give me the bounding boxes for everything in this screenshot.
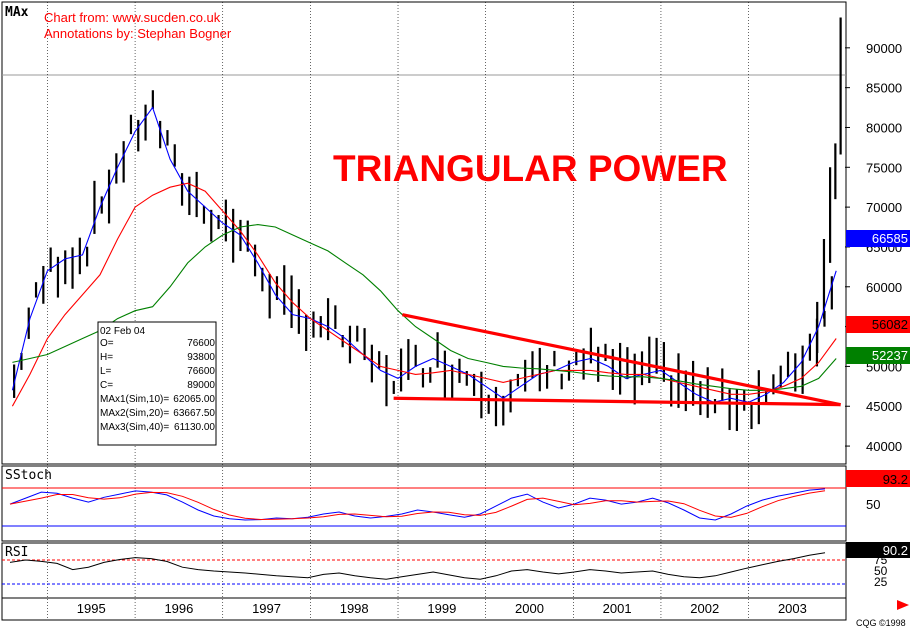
triangle-trendlines — [393, 313, 841, 407]
badge-stoch — [846, 470, 910, 487]
data-window-value: 61130.00 — [174, 422, 215, 433]
badge-ma10 — [846, 230, 910, 247]
rsi-line-path — [9, 552, 826, 580]
rsi-tick-25: 25 — [874, 575, 888, 589]
chart-headline: TRIANGULAR POWER — [333, 148, 728, 189]
price-axis: 4000045000500005500060000650007000075000… — [845, 41, 902, 454]
data-window-label: MAx1(Sim,10)= — [100, 394, 169, 405]
price-bars — [13, 17, 842, 431]
price-tick-label: 40000 — [866, 439, 902, 454]
data-window-label: O= — [100, 338, 114, 349]
year-label: 1995 — [77, 601, 106, 616]
stoch-tick-50: 50 — [866, 497, 880, 512]
stochastic-lines — [2, 487, 846, 527]
annotation-credit: Annotations by: Stephan Bogner — [44, 26, 232, 41]
rsi-label: RSI — [5, 545, 28, 560]
data-window-value: 63667.50 — [173, 408, 215, 419]
data-window-value: 62065.00 — [173, 394, 215, 405]
chart-tag: MAx — [5, 5, 29, 20]
badge-ma40 — [846, 347, 910, 364]
badge-ma10-value: 66585 — [872, 231, 908, 246]
price-tick-label: 70000 — [866, 200, 902, 215]
rsi-line — [2, 552, 846, 585]
badge-ma20-value: 56082 — [872, 317, 908, 332]
source-credit: Chart from: www.sucden.co.uk — [44, 10, 221, 25]
stoch-d-line — [9, 490, 826, 521]
year-label: 2002 — [690, 601, 719, 616]
trendline — [402, 313, 841, 407]
year-label: 2000 — [515, 601, 544, 616]
price-tick-label: 90000 — [866, 41, 902, 56]
year-label: 2001 — [603, 601, 632, 616]
price-tick-label: 80000 — [866, 120, 902, 135]
year-label: 1999 — [427, 601, 456, 616]
year-label: 1997 — [252, 601, 281, 616]
badge-rsi-value: 90.2 — [883, 543, 908, 558]
time-axis — [1, 597, 847, 621]
ma-line — [11, 182, 837, 407]
badge-ma40-value: 52237 — [872, 348, 908, 363]
data-window-value: 76600 — [187, 366, 215, 377]
data-window-label: L= — [100, 366, 112, 377]
moving-averages — [11, 106, 837, 407]
footer-credit: CQG ©1998 — [856, 618, 906, 628]
price-tick-label: 75000 — [866, 160, 902, 175]
data-window-label: C= — [100, 380, 113, 391]
badge-ma20 — [846, 316, 910, 333]
data-window-frame — [97, 321, 217, 446]
price-tick-label: 60000 — [866, 280, 902, 295]
badge-stoch-value: 93.2 — [883, 472, 908, 487]
rsi-tick-75: 75 — [874, 553, 888, 567]
data-window-value: 89000 — [187, 380, 215, 391]
year-labels: 1995 1996 1997 1998 1999 2000 2001 2002 2003 — [77, 601, 807, 616]
ma-line — [12, 224, 837, 391]
trendline — [393, 396, 841, 407]
data-window: 02 Feb 04 O= 76600 H= 93800 L= 76600 C= 89000 MA… — [97, 321, 217, 446]
data-window-value: 93800 — [187, 352, 215, 363]
scroll-right-icon[interactable] — [897, 600, 909, 610]
rsi-tick-50: 50 — [874, 564, 888, 578]
price-tick-label: 85000 — [866, 81, 902, 96]
price-tick-label: 45000 — [866, 399, 902, 414]
data-window-label: MAx3(Sim,40)= — [100, 422, 169, 433]
year-label: 1998 — [340, 601, 369, 616]
stoch-k-line — [9, 488, 826, 521]
badge-rsi — [846, 542, 910, 558]
data-window-value: 76600 — [187, 338, 215, 349]
ma-line — [11, 106, 837, 403]
data-window-date: 02 Feb 04 — [100, 326, 145, 337]
stoch-label: SStoch — [5, 468, 52, 483]
year-label: 2003 — [778, 601, 807, 616]
stoch-panel — [1, 465, 847, 542]
data-window-label: H= — [100, 352, 113, 363]
data-window-label: MAx2(Sim,20)= — [100, 408, 169, 419]
rsi-panel — [1, 542, 847, 599]
year-label: 1996 — [164, 601, 193, 616]
